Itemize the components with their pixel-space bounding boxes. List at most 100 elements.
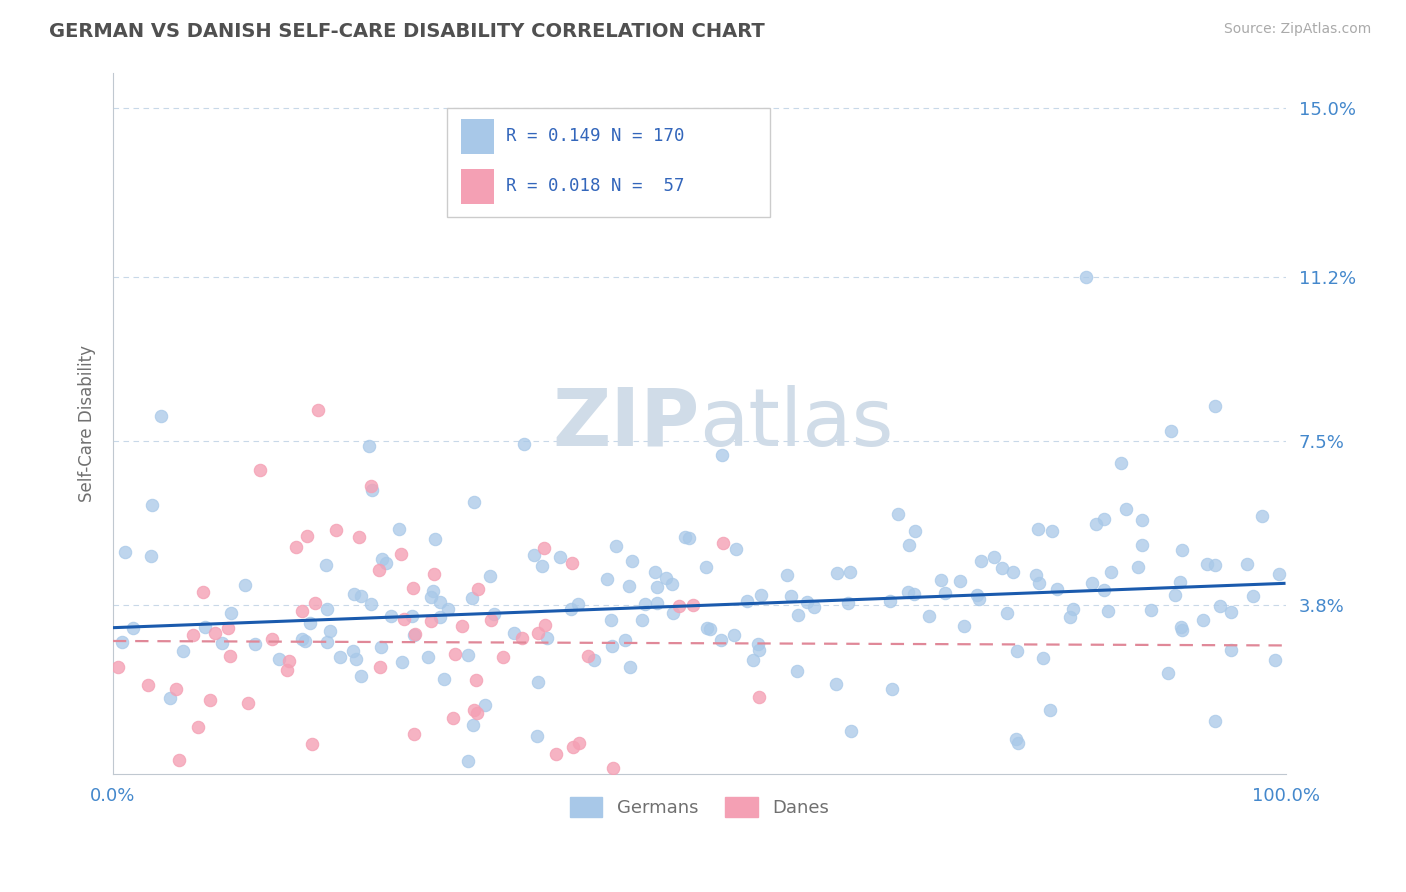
Point: [1220, 643, 1243, 657]
Point: [510, 631, 533, 645]
Point: [1032, 651, 1054, 665]
Point: [929, 573, 952, 587]
Point: [780, 589, 803, 603]
Point: [465, 673, 488, 688]
Point: [533, 541, 555, 555]
Point: [1264, 653, 1286, 667]
Point: [141, 549, 163, 564]
Point: [749, 587, 772, 601]
Point: [159, 691, 181, 706]
Point: [824, 677, 846, 691]
Point: [918, 609, 941, 624]
Point: [451, 619, 474, 633]
Point: [600, 640, 623, 654]
Point: [467, 582, 489, 596]
Point: [673, 530, 696, 544]
Point: [602, 761, 624, 775]
Point: [645, 596, 668, 610]
Point: [512, 437, 534, 451]
Point: [380, 609, 402, 624]
Point: [1236, 557, 1258, 571]
Point: [492, 649, 515, 664]
Text: Source: ZipAtlas.com: Source: ZipAtlas.com: [1223, 22, 1371, 37]
Point: [709, 633, 731, 648]
Point: [696, 621, 718, 635]
Point: [1209, 599, 1232, 614]
Point: [370, 640, 392, 654]
Point: [429, 610, 451, 624]
Point: [903, 587, 925, 601]
Point: [741, 653, 763, 667]
Point: [219, 606, 242, 620]
Point: [619, 660, 641, 674]
Point: [1126, 560, 1149, 574]
Point: [678, 531, 700, 545]
Point: [567, 597, 589, 611]
Point: [724, 542, 747, 557]
Point: [402, 727, 425, 741]
Point: [614, 632, 637, 647]
Point: [796, 595, 818, 609]
Point: [699, 623, 721, 637]
Point: [839, 566, 862, 580]
Point: [1092, 583, 1115, 598]
Point: [904, 524, 927, 538]
Point: [1204, 399, 1226, 413]
Point: [533, 618, 555, 632]
Point: [723, 628, 745, 642]
Point: [695, 559, 717, 574]
Point: [347, 530, 370, 544]
Point: [211, 636, 233, 650]
Point: [479, 569, 502, 583]
Point: [304, 596, 326, 610]
Point: [1204, 714, 1226, 728]
Point: [172, 644, 194, 658]
Point: [107, 660, 129, 674]
Point: [880, 682, 903, 697]
Point: [1157, 666, 1180, 681]
Point: [1197, 557, 1219, 571]
Point: [1076, 270, 1098, 285]
Point: [388, 522, 411, 536]
Point: [526, 674, 548, 689]
Text: R = 0.018: R = 0.018: [506, 178, 600, 195]
Point: [284, 540, 307, 554]
Point: [1025, 567, 1047, 582]
Point: [350, 668, 373, 682]
Point: [887, 507, 910, 521]
Point: [536, 631, 558, 645]
Point: [418, 650, 440, 665]
Point: [278, 654, 301, 668]
Point: [299, 615, 322, 630]
Point: [342, 644, 364, 658]
Point: [457, 648, 479, 662]
Point: [465, 706, 488, 720]
Point: [359, 439, 381, 453]
Point: [560, 602, 582, 616]
Point: [181, 628, 204, 642]
Point: [368, 660, 391, 674]
Point: [316, 635, 339, 649]
Point: [661, 576, 683, 591]
Point: [1007, 736, 1029, 750]
Point: [371, 552, 394, 566]
Point: [837, 596, 859, 610]
Point: [404, 627, 426, 641]
Point: [1039, 703, 1062, 717]
Point: [682, 598, 704, 612]
Point: [301, 737, 323, 751]
Point: [1085, 517, 1108, 532]
Point: [149, 409, 172, 423]
Point: [600, 613, 623, 627]
Point: [655, 571, 678, 585]
Point: [344, 651, 367, 665]
Point: [949, 574, 972, 589]
Point: [1059, 610, 1081, 624]
Point: [1099, 565, 1122, 579]
Point: [423, 532, 446, 546]
Point: [194, 620, 217, 634]
Point: [187, 720, 209, 734]
Point: [879, 594, 901, 608]
Point: [934, 585, 956, 599]
Point: [479, 613, 502, 627]
